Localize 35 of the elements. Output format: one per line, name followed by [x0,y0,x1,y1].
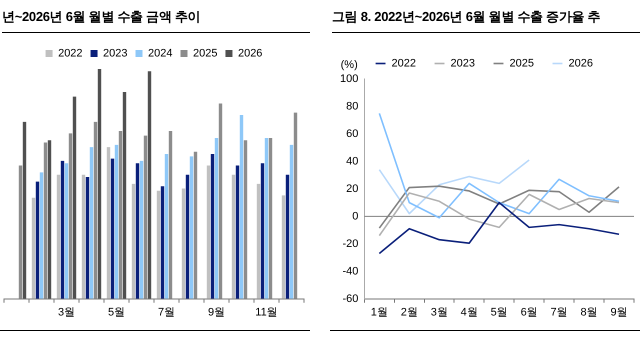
x-tick-label: 3월 [58,306,76,318]
x-tick-label: 6월 [520,306,538,318]
x-tick-label: 3월 [430,306,448,318]
x-tick-label: 9월 [610,306,628,318]
legend-label: 2022 [58,48,83,60]
legend-label: 2023 [450,58,476,70]
y-tick-label: 0 [352,210,358,222]
x-tick-label: 9월 [208,306,226,318]
x-tick-label: 5월 [108,306,126,318]
y-tick-label: 80 [346,100,358,113]
legend-label: 2024 [148,48,172,60]
x-tick-label: 7월 [158,306,176,318]
y-tick-label: 40 [346,155,358,168]
legend-label: 2026 [238,48,262,60]
legend-label: 2023 [103,48,128,60]
y-tick-label: 60 [346,128,358,140]
y-tick-label: -60 [342,292,358,305]
x-tick-label: 1월 [370,306,388,318]
x-tick-label: 11월 [255,306,278,318]
legend-label: 2025 [510,58,534,70]
y-tick-label: -20 [342,238,358,250]
y-tick-label: 100 [340,73,358,86]
x-tick-label: 8월 [580,306,598,318]
chart-title: 그림 8. 2022년~2026년 6월 월별 수출 증가율 추 [332,8,640,33]
x-tick-label: 2월 [400,306,418,318]
legend-label: 2026 [568,58,593,70]
legend-label: 2022 [392,58,416,70]
x-tick-label: 7월 [550,306,568,318]
chart-title: 년~2026년 6월 월별 수출 금액 추이 [2,8,310,33]
y-axis-title: (%) [340,59,358,72]
legend-label: 2025 [192,48,218,60]
y-tick-label: -40 [342,265,358,278]
x-tick-label: 5월 [490,306,508,318]
y-tick-label: 20 [346,182,358,195]
x-tick-label: 4월 [460,306,478,318]
